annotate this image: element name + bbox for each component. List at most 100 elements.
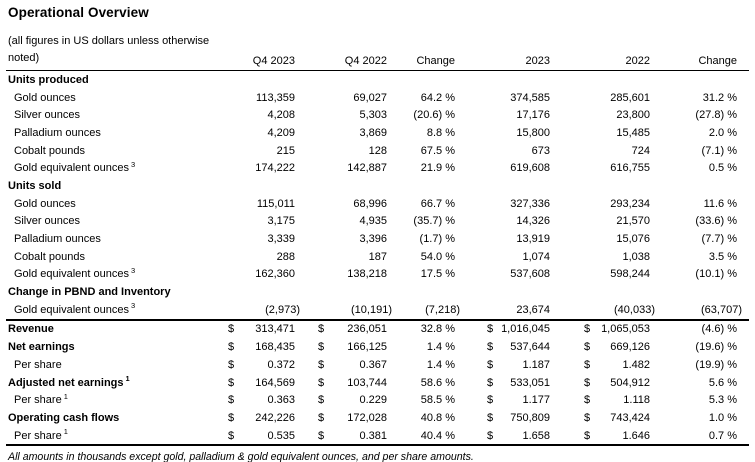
cell-value: 1,074 xyxy=(522,250,550,263)
table-cell: (19.9) % xyxy=(650,356,749,374)
table-row: Gold ounces 113,359 69,027 64.2 % 374,585 285… xyxy=(6,89,749,107)
table-cell: 619,608 xyxy=(455,159,550,177)
table-cell xyxy=(218,71,295,89)
row-label: Silver ounces xyxy=(14,109,81,122)
cell-value: 103,744 xyxy=(347,376,387,389)
table-cell xyxy=(387,283,455,301)
cell-value: 13,919 xyxy=(516,233,550,246)
cell-value: 1.482 xyxy=(622,358,650,371)
cell-value: (63,707) xyxy=(701,303,742,316)
table-cell: $168,435 xyxy=(218,338,295,356)
table-cell: 1,038 xyxy=(550,248,650,266)
table-cell: 162,360 xyxy=(218,266,295,284)
table-cell: 673 xyxy=(455,142,550,160)
currency-symbol: $ xyxy=(487,411,494,424)
table-cell: $313,471 xyxy=(218,318,295,339)
cell-value: (10,191) xyxy=(351,303,392,316)
table-cell: $537,644 xyxy=(455,338,550,356)
table-cell: 15,800 xyxy=(455,124,550,142)
table-cell: 11.6 % xyxy=(650,195,749,213)
table-cell: $164,569 xyxy=(218,374,295,392)
table-cell: 2.0 % xyxy=(650,124,749,142)
cell-value: 1.646 xyxy=(622,429,650,442)
table-row: Palladium ounces 4,209 3,869 8.8 % 15,800 15,… xyxy=(6,124,749,142)
cell-value: 1.4 % xyxy=(426,358,455,371)
cell-value: 67.5 % xyxy=(420,144,455,157)
table-cell: 4,935 xyxy=(295,213,387,231)
table-cell: 21,570 xyxy=(550,213,650,231)
cell-value: 66.7 % xyxy=(420,197,455,210)
row-label: Palladium ounces xyxy=(14,233,101,246)
table-cell: $1,016,045 xyxy=(455,318,550,339)
table-row: Gold ounces 115,011 68,996 66.7 % 327,336 293… xyxy=(6,195,749,213)
currency-symbol: $ xyxy=(584,429,591,442)
cell-value: 15,076 xyxy=(616,233,650,246)
currency-symbol: $ xyxy=(318,411,325,424)
table-cell xyxy=(550,283,650,301)
cell-value: 0.229 xyxy=(359,394,387,407)
table-cell: $0.535 xyxy=(218,426,295,447)
table-cell: 17,176 xyxy=(455,106,550,124)
cell-value: 537,608 xyxy=(510,268,550,281)
cell-value: 174,222 xyxy=(255,162,295,175)
table-row: Gold equivalent ounces 3 174,222 142,887 21.… xyxy=(6,159,749,177)
cell-value: (7.7) % xyxy=(701,233,737,246)
currency-symbol: $ xyxy=(487,323,494,336)
cell-value: (1.7) % xyxy=(419,233,455,246)
currency-symbol: $ xyxy=(487,376,494,389)
table-cell: $103,744 xyxy=(295,374,387,392)
cell-value: 172,028 xyxy=(347,411,387,424)
cell-value: 3,175 xyxy=(267,215,295,228)
cell-value: 293,234 xyxy=(610,197,650,210)
cell-value: 5,303 xyxy=(359,109,387,122)
cell-value: 3,869 xyxy=(359,126,387,139)
table-cell xyxy=(550,71,650,89)
currency-symbol: $ xyxy=(584,376,591,389)
cell-value: 17,176 xyxy=(516,109,550,122)
currency-symbol: $ xyxy=(584,323,591,336)
cell-value: 69,027 xyxy=(353,91,387,104)
table-cell: 23,674 xyxy=(455,301,550,320)
table-cell xyxy=(455,283,550,301)
cell-value: 616,755 xyxy=(610,162,650,175)
currency-symbol: $ xyxy=(318,394,325,407)
cell-value: 374,585 xyxy=(510,91,550,104)
cell-value: 504,912 xyxy=(610,376,650,389)
table-cell: 5.6 % xyxy=(650,374,749,392)
table-cell: 21.9 % xyxy=(387,159,455,177)
row-label: Gold equivalent ounces 3 xyxy=(14,301,136,316)
row-label: Net earnings xyxy=(8,341,75,354)
table-cell: (27.8) % xyxy=(650,106,749,124)
table-row: Cobalt pounds 288 187 54.0 % 1,074 1,038 3.5 % xyxy=(6,248,749,266)
table-cell: 4,208 xyxy=(218,106,295,124)
table-cell: 598,244 xyxy=(550,266,650,284)
cell-value: 1,016,045 xyxy=(501,323,550,336)
cell-value: 537,644 xyxy=(510,341,550,354)
cell-value: 166,125 xyxy=(347,341,387,354)
cell-value: 533,051 xyxy=(510,376,550,389)
table-cell: 4,209 xyxy=(218,124,295,142)
cell-value: 4,208 xyxy=(267,109,295,122)
table-cell xyxy=(218,283,295,301)
column-header-change-year: Change xyxy=(650,33,749,71)
cell-value: 619,608 xyxy=(510,162,550,175)
cell-value: 21.9 % xyxy=(420,162,455,175)
cell-value: 313,471 xyxy=(255,323,295,336)
table-cell: (1.7) % xyxy=(387,230,455,248)
table-cell xyxy=(455,71,550,89)
row-label: Change in PBND and Inventory xyxy=(8,286,171,299)
table-row: Revenue $313,471 $236,051 32.8 % $1,016,045 $… xyxy=(6,318,749,339)
currency-symbol: $ xyxy=(318,376,325,389)
cell-value: 11.6 % xyxy=(703,197,737,210)
cell-value: (40,033) xyxy=(614,303,655,316)
cell-value: 0.372 xyxy=(267,358,295,371)
table-cell: 23,800 xyxy=(550,106,650,124)
cell-value: 1.177 xyxy=(522,394,550,407)
row-label: Gold equivalent ounces 3 xyxy=(14,265,136,281)
cell-value: 115,011 xyxy=(256,197,295,210)
row-label: Units produced xyxy=(8,73,89,86)
cell-value: 0.5 % xyxy=(708,162,737,175)
table-cell: 215 xyxy=(218,142,295,160)
cell-value: 58.5 % xyxy=(420,394,455,407)
row-label: Silver ounces xyxy=(14,215,81,228)
